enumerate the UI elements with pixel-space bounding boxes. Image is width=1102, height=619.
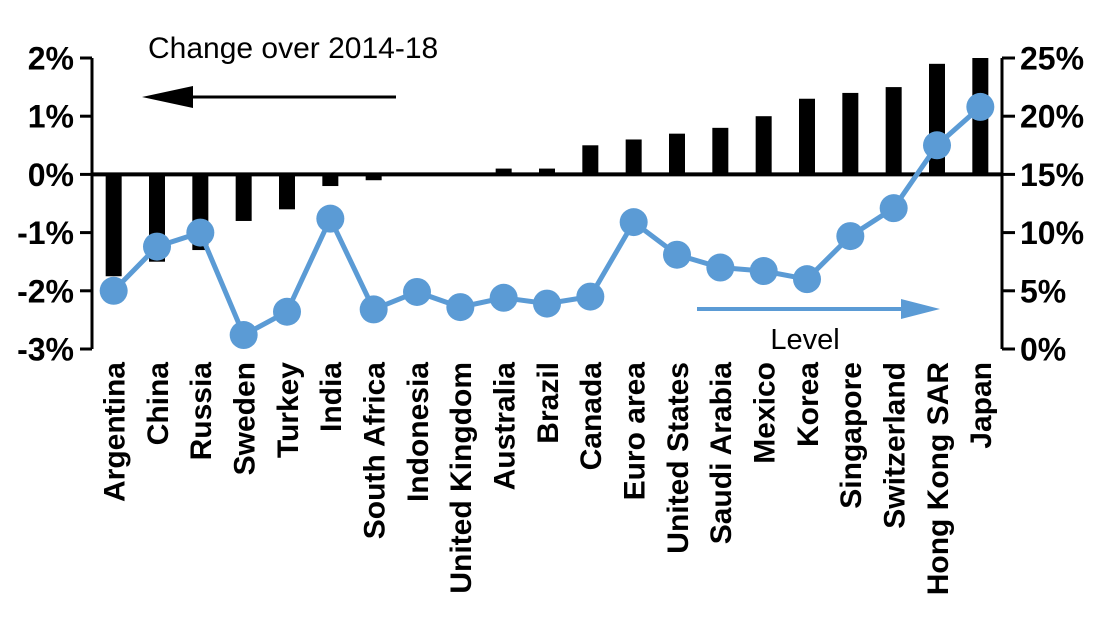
category-label: Turkey: [272, 362, 305, 458]
category-label: Indonesia: [402, 362, 435, 502]
line-point: [923, 131, 951, 160]
right-axis-tick-label: 15%: [1020, 157, 1084, 193]
line-point: [706, 253, 735, 282]
bar: [105, 174, 122, 277]
category-label: India: [315, 362, 348, 432]
line-point: [663, 240, 691, 269]
bar-series-label: Change over 2014-18: [148, 32, 439, 65]
line-point: [359, 295, 388, 324]
bar: [365, 174, 382, 181]
category-label: Mexico: [748, 362, 781, 464]
category-label: Saudi Arabia: [705, 362, 738, 545]
line-point: [273, 297, 301, 326]
bar: [799, 98, 815, 175]
category-label: Russia: [185, 362, 218, 461]
category-label: Canada: [575, 362, 608, 471]
bar: [885, 87, 902, 175]
category-label: Japan: [965, 362, 998, 449]
line-point: [619, 208, 648, 237]
line-series-label: Level: [770, 324, 840, 356]
bar: [582, 145, 599, 175]
category-label: United Kingdom: [445, 362, 478, 594]
bar: [539, 168, 555, 175]
category-label: Switzerland: [878, 362, 911, 529]
bar: [279, 174, 295, 210]
change-direction-arrow-icon: [142, 86, 396, 108]
bar: [712, 127, 729, 175]
right-axis-tick-label: 10%: [1020, 215, 1084, 251]
category-label: Australia: [488, 362, 521, 491]
line-point: [533, 289, 561, 318]
line-point: [793, 265, 821, 294]
line-point: [489, 283, 518, 312]
line-point: [879, 194, 908, 223]
right-axis-tick-label: 0%: [1020, 332, 1066, 368]
bar: [842, 92, 859, 175]
line-point: [966, 92, 995, 121]
category-label: Sweden: [228, 362, 261, 475]
category-label: United States: [662, 362, 695, 554]
bar: [322, 174, 339, 187]
left-axis-tick-label: 0%: [28, 157, 74, 193]
left-axis-tick-label: -3%: [17, 332, 74, 368]
bar: [669, 133, 685, 175]
left-axis-tick-label: -2%: [17, 273, 74, 309]
right-axis-tick-label: 5%: [1020, 273, 1066, 309]
category-label: Korea: [792, 362, 825, 447]
category-label: China: [142, 362, 175, 446]
bar: [495, 168, 512, 175]
line-point: [749, 257, 778, 286]
line-point: [316, 204, 345, 233]
line-point: [143, 232, 171, 261]
level-direction-arrow-icon: [697, 299, 940, 319]
line-point: [836, 222, 865, 251]
bar: [625, 139, 642, 175]
line-point: [186, 218, 215, 247]
left-axis-tick-label: 2%: [28, 41, 74, 77]
category-label: South Africa: [358, 362, 391, 540]
category-label: Argentina: [98, 362, 131, 502]
category-label: Hong Kong SAR: [922, 362, 955, 596]
left-axis-tick-label: 1%: [28, 99, 74, 135]
line-point: [403, 277, 431, 306]
right-axis-tick-label: 25%: [1020, 41, 1084, 77]
category-label: Singapore: [835, 362, 868, 509]
category-label: Euro area: [618, 362, 651, 501]
line-point: [229, 321, 258, 350]
bar: [755, 116, 772, 175]
line-point: [99, 276, 128, 305]
line-point: [576, 282, 605, 311]
line-point: [446, 293, 475, 322]
category-label: Brazil: [532, 362, 565, 444]
right-axis-tick-label: 20%: [1020, 99, 1084, 135]
left-axis-tick-label: -1%: [17, 215, 74, 251]
bar: [235, 174, 252, 221]
